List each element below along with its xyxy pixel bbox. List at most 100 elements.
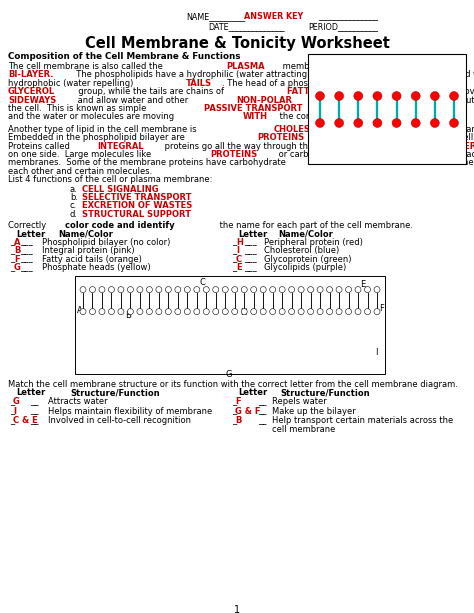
Text: attached to help cells in recognize: attached to help cells in recognize bbox=[439, 158, 474, 167]
Text: Proteins called: Proteins called bbox=[8, 142, 73, 151]
Text: a.: a. bbox=[70, 185, 78, 194]
Text: and two: and two bbox=[452, 70, 474, 80]
Circle shape bbox=[165, 308, 172, 314]
Circle shape bbox=[430, 91, 439, 101]
Text: tails blue.: tails blue. bbox=[312, 82, 348, 88]
Text: _: _ bbox=[10, 406, 14, 416]
Circle shape bbox=[156, 287, 162, 292]
Text: ___: ___ bbox=[20, 254, 33, 264]
Circle shape bbox=[184, 308, 191, 314]
Circle shape bbox=[80, 308, 86, 314]
Circle shape bbox=[336, 308, 342, 314]
Text: WITH: WITH bbox=[242, 112, 267, 121]
Text: . The head of a phospholipid is made of an alcohol and: . The head of a phospholipid is made of … bbox=[222, 79, 453, 88]
Text: proteins go all the way through the bilayer, while: proteins go all the way through the bila… bbox=[162, 142, 375, 151]
Text: F: F bbox=[14, 254, 19, 264]
Circle shape bbox=[392, 118, 401, 128]
Text: _: _ bbox=[232, 238, 236, 246]
Text: _: _ bbox=[232, 254, 236, 264]
Text: .  Phospholipids can move: . Phospholipids can move bbox=[370, 87, 474, 96]
Text: ___: ___ bbox=[244, 238, 257, 246]
Text: C: C bbox=[200, 278, 206, 287]
Text: CHOLESTEROL: CHOLESTEROL bbox=[273, 125, 341, 134]
Text: ___: ___ bbox=[244, 263, 257, 272]
Circle shape bbox=[260, 308, 266, 314]
Text: NON-POLAR: NON-POLAR bbox=[236, 96, 292, 105]
Text: Structure/Function: Structure/Function bbox=[70, 388, 160, 397]
Text: I: I bbox=[13, 406, 16, 416]
Text: Embedded in the phospholipid bilayer are: Embedded in the phospholipid bilayer are bbox=[8, 133, 188, 142]
Bar bbox=[75, 276, 385, 373]
Text: the name for each part of the cell membrane.: the name for each part of the cell membr… bbox=[217, 221, 413, 230]
Text: B: B bbox=[125, 311, 131, 319]
Text: ___: ___ bbox=[244, 254, 257, 264]
Text: CELL SIGNALING: CELL SIGNALING bbox=[82, 185, 159, 194]
Text: the concentration gradient.: the concentration gradient. bbox=[277, 112, 395, 121]
Circle shape bbox=[118, 308, 124, 314]
Text: Make up the bilayer: Make up the bilayer bbox=[272, 406, 356, 416]
Circle shape bbox=[99, 308, 105, 314]
Text: and allow water and other: and allow water and other bbox=[75, 96, 191, 105]
Text: PERIPHERAL: PERIPHERAL bbox=[458, 142, 474, 151]
Text: membrane and is made of a phospholipid: membrane and is made of a phospholipid bbox=[281, 62, 459, 71]
Circle shape bbox=[109, 287, 114, 292]
Text: Correctly: Correctly bbox=[8, 221, 49, 230]
Circle shape bbox=[203, 308, 210, 314]
Circle shape bbox=[109, 308, 114, 314]
Circle shape bbox=[289, 308, 295, 314]
Circle shape bbox=[392, 91, 401, 101]
Circle shape bbox=[346, 308, 352, 314]
Text: Another type of lipid in the cell membrane is: Another type of lipid in the cell membra… bbox=[8, 125, 199, 134]
Text: G: G bbox=[14, 263, 21, 272]
Text: that also aid in diffusion and in cell recognition.: that also aid in diffusion and in cell r… bbox=[323, 133, 474, 142]
Text: __: __ bbox=[30, 397, 38, 406]
Text: _: _ bbox=[10, 416, 14, 425]
Circle shape bbox=[335, 91, 344, 101]
Text: Composition of the Cell Membrane & Functions: Composition of the Cell Membrane & Funct… bbox=[8, 52, 240, 61]
Text: HEADS: HEADS bbox=[407, 70, 439, 80]
Circle shape bbox=[156, 308, 162, 314]
Text: hydrophobic (water repelling): hydrophobic (water repelling) bbox=[8, 79, 136, 88]
Text: on one side.  Large molecules like: on one side. Large molecules like bbox=[8, 150, 154, 159]
Circle shape bbox=[373, 91, 382, 101]
Text: A: A bbox=[14, 238, 20, 246]
Circle shape bbox=[260, 287, 266, 292]
Circle shape bbox=[317, 287, 323, 292]
Circle shape bbox=[374, 287, 380, 292]
Text: phospholipid coloring: phospholipid coloring bbox=[312, 66, 391, 72]
Text: _: _ bbox=[232, 406, 236, 416]
Text: Name/Color: Name/Color bbox=[58, 230, 113, 238]
Text: SIDEWAYS: SIDEWAYS bbox=[8, 96, 56, 105]
Circle shape bbox=[175, 308, 181, 314]
Circle shape bbox=[279, 308, 285, 314]
Text: Letter: Letter bbox=[238, 230, 267, 238]
Text: Repels water: Repels water bbox=[272, 397, 327, 406]
Circle shape bbox=[184, 287, 191, 292]
Text: _: _ bbox=[232, 416, 236, 425]
Text: Name/Color: Name/Color bbox=[278, 230, 333, 238]
Text: cell membrane: cell membrane bbox=[272, 424, 336, 433]
Text: Letter: Letter bbox=[16, 230, 45, 238]
Text: INTEGRAL: INTEGRAL bbox=[98, 142, 144, 151]
Text: G: G bbox=[13, 397, 20, 406]
Text: E: E bbox=[236, 263, 242, 272]
Text: ___: ___ bbox=[20, 263, 33, 272]
Text: membranes.  Some of the membrane proteins have carbohydrate: membranes. Some of the membrane proteins… bbox=[8, 158, 289, 167]
Circle shape bbox=[335, 118, 344, 128]
Text: C & E: C & E bbox=[13, 416, 38, 425]
Circle shape bbox=[279, 287, 285, 292]
Text: _: _ bbox=[10, 246, 14, 255]
Text: TAILS: TAILS bbox=[186, 79, 212, 88]
Circle shape bbox=[317, 308, 323, 314]
Circle shape bbox=[298, 308, 304, 314]
Circle shape bbox=[241, 308, 247, 314]
Text: each other and certain molecules.: each other and certain molecules. bbox=[8, 167, 152, 176]
Circle shape bbox=[336, 287, 342, 292]
Text: I: I bbox=[375, 348, 377, 357]
Circle shape bbox=[316, 91, 325, 101]
Text: A: A bbox=[77, 306, 83, 314]
Text: B: B bbox=[14, 246, 20, 255]
Text: Glycoprotein (green): Glycoprotein (green) bbox=[264, 254, 352, 264]
Text: d.: d. bbox=[70, 210, 78, 219]
Circle shape bbox=[128, 308, 133, 314]
